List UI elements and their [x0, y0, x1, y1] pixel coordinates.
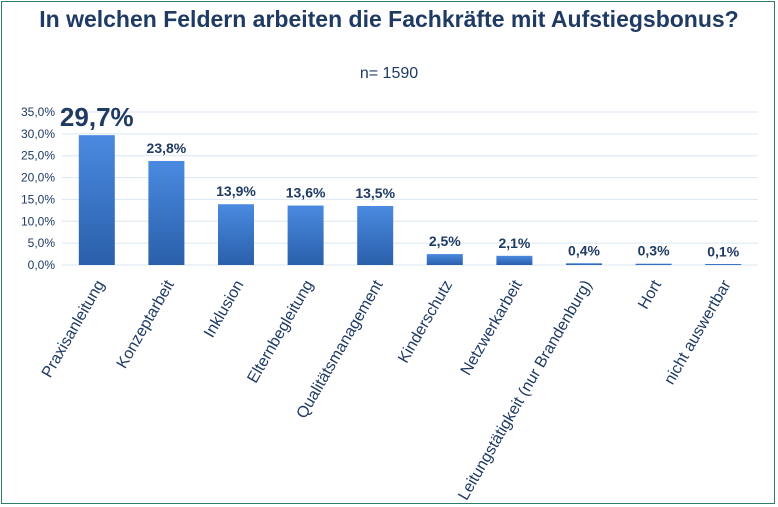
data-label-8: 0,3% — [638, 243, 670, 259]
bar-6 — [496, 255, 533, 265]
x-tick-label-0: Praxisanleitung — [39, 278, 108, 381]
y-tick-label: 30,0% — [21, 127, 55, 141]
x-tick-label-2: Inklusion — [201, 278, 247, 341]
x-tick-label-9: nicht auswertbar — [661, 277, 735, 388]
bar-9 — [705, 264, 742, 265]
y-tick-label: 5,0% — [28, 236, 56, 250]
bars — [78, 135, 742, 265]
x-tick-label-3: Elternbegleitung — [245, 278, 318, 387]
y-tick-label: 15,0% — [21, 192, 55, 206]
y-axis-ticks: 0,0% 5,0% 10,0% 15,0% 20,0% 25,0% 30,0% 35,0% — [21, 105, 55, 272]
y-tick-label: 35,0% — [21, 105, 55, 119]
data-label-1: 23,8% — [147, 140, 187, 156]
data-label-2: 13,9% — [216, 183, 256, 199]
data-label-7: 0,4% — [568, 242, 600, 258]
x-tick-label-6: Netzwerkarbeit — [458, 277, 526, 378]
bar-4 — [357, 205, 394, 265]
y-tick-label: 0,0% — [28, 258, 56, 272]
bar-0 — [78, 135, 115, 265]
y-tick-label: 10,0% — [21, 214, 55, 228]
data-labels: 29,7% 23,8% 13,9% 13,6% 13,5% 2,5% 2,1% 0,4% 0,3… — [60, 102, 740, 259]
x-tick-label-5: Kinderschutz — [395, 278, 456, 367]
y-tick-label: 25,0% — [21, 149, 55, 163]
x-tick-label-7: Leitungstätigkeit (nur Brandenburg) — [455, 278, 595, 504]
x-tick-label-1: Konzeptarbeit — [114, 277, 178, 371]
data-label-3: 13,6% — [286, 185, 326, 201]
data-label-9: 0,1% — [707, 244, 739, 260]
data-label-0: 29,7% — [60, 102, 134, 132]
x-axis-ticks: Praxisanleitung Konzeptarbeit InklusionElt… — [39, 277, 735, 503]
y-tick-label: 20,0% — [21, 171, 55, 185]
data-label-6: 2,1% — [498, 235, 530, 251]
bar-8 — [635, 263, 672, 265]
bar-5 — [426, 254, 463, 265]
bar-2 — [218, 204, 254, 265]
x-tick-label-8: Hort — [635, 277, 665, 312]
bar-7 — [566, 263, 602, 265]
bar-1 — [148, 160, 185, 265]
bar-3 — [287, 205, 324, 265]
data-label-5: 2,5% — [429, 233, 461, 249]
chart-title: In welchen Feldern arbeiten die Fachkräf… — [39, 6, 739, 32]
chart-subtitle: n= 1590 — [359, 65, 419, 82]
data-label-4: 13,5% — [355, 185, 395, 201]
